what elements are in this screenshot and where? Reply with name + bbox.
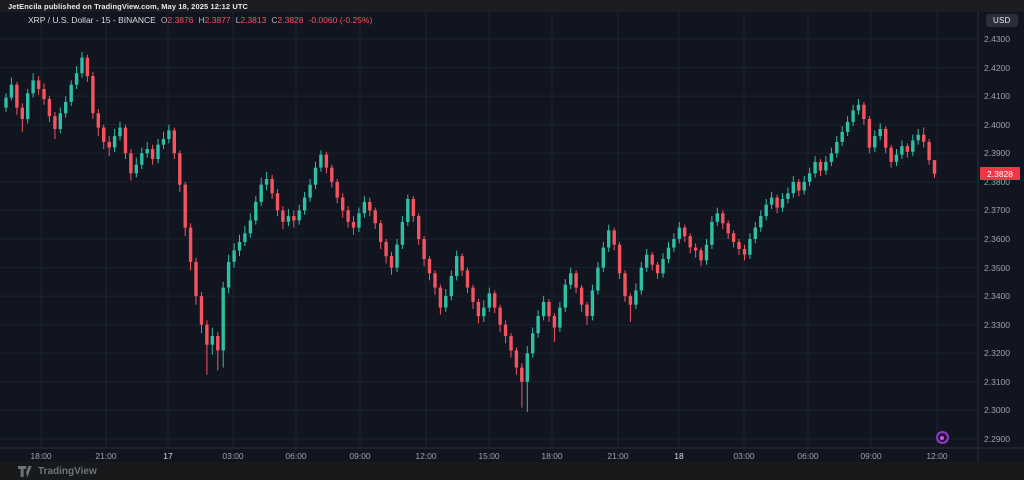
tradingview-logo-link[interactable]: TradingView bbox=[18, 465, 97, 477]
price-tick-label: 2.3000 bbox=[984, 405, 1010, 416]
time-tick-label: 18 bbox=[674, 451, 684, 461]
price-tick-label: 2.4100 bbox=[984, 91, 1010, 102]
time-tick-label: 12:00 bbox=[926, 451, 948, 461]
last-price-badge: 2.3828 bbox=[980, 167, 1020, 181]
price-tick-label: 2.3800 bbox=[984, 176, 1010, 187]
price-tick-label: 2.3200 bbox=[984, 348, 1010, 359]
currency-usd-button[interactable]: USD bbox=[986, 14, 1018, 27]
purple-marker-dot-icon bbox=[940, 436, 944, 440]
price-tick-label: 2.4000 bbox=[984, 119, 1010, 130]
price-tick-label: 2.3900 bbox=[984, 148, 1010, 159]
time-tick-label: 06:00 bbox=[285, 451, 307, 461]
time-tick-label: 15:00 bbox=[478, 451, 500, 461]
price-tick-label: 2.3600 bbox=[984, 233, 1010, 244]
low-label: L bbox=[235, 15, 241, 25]
footer-bar: TradingView bbox=[0, 462, 1024, 480]
open-value: 2.3876 bbox=[167, 15, 194, 25]
close-value: 2.3828 bbox=[277, 15, 304, 25]
time-tick-label: 18:00 bbox=[541, 451, 563, 461]
price-tick-label: 2.3400 bbox=[984, 291, 1010, 302]
time-tick-label: 12:00 bbox=[415, 451, 437, 461]
attribution-text: JetEncila published on TradingView.com, … bbox=[8, 1, 249, 11]
high-value: 2.3877 bbox=[204, 15, 231, 25]
price-tick-label: 2.4300 bbox=[984, 34, 1010, 44]
price-chart-canvas[interactable] bbox=[0, 12, 1024, 462]
chart-pane bbox=[0, 12, 1024, 462]
close-label: C bbox=[271, 15, 278, 25]
high-label: H bbox=[198, 15, 205, 25]
symbol-title: XRP / U.S. Dollar - 15 - BINANCE bbox=[28, 15, 156, 25]
price-tick-label: 2.3500 bbox=[984, 262, 1010, 273]
price-tick-label: 2.3300 bbox=[984, 319, 1010, 330]
time-tick-label: 03:00 bbox=[222, 451, 244, 461]
time-tick-label: 09:00 bbox=[349, 451, 371, 461]
time-tick-label: 21:00 bbox=[95, 451, 117, 461]
tradingview-logo-text: TradingView bbox=[38, 465, 97, 477]
symbol-legend: XRP / U.S. Dollar - 15 - BINANCE O2.3876 H… bbox=[28, 15, 372, 25]
time-tick-label: 17 bbox=[163, 451, 173, 461]
time-tick-label: 06:00 bbox=[797, 451, 819, 461]
low-value: 2.3813 bbox=[240, 15, 267, 25]
tradingview-logo-icon bbox=[18, 465, 32, 477]
price-tick-label: 2.2900 bbox=[984, 433, 1010, 444]
attribution-bar: JetEncila published on TradingView.com, … bbox=[0, 0, 1024, 12]
change-value: -0.0060 (-0.25%) bbox=[308, 15, 373, 25]
price-tick-label: 2.4200 bbox=[984, 62, 1010, 73]
purple-marker-icon[interactable] bbox=[936, 431, 949, 444]
time-tick-label: 21:00 bbox=[607, 451, 629, 461]
price-tick-label: 2.3100 bbox=[984, 376, 1010, 387]
open-label: O bbox=[160, 15, 168, 25]
time-tick-label: 03:00 bbox=[733, 451, 755, 461]
price-tick-label: 2.3700 bbox=[984, 205, 1010, 216]
time-tick-label: 18:00 bbox=[30, 451, 52, 461]
time-tick-label: 09:00 bbox=[860, 451, 882, 461]
